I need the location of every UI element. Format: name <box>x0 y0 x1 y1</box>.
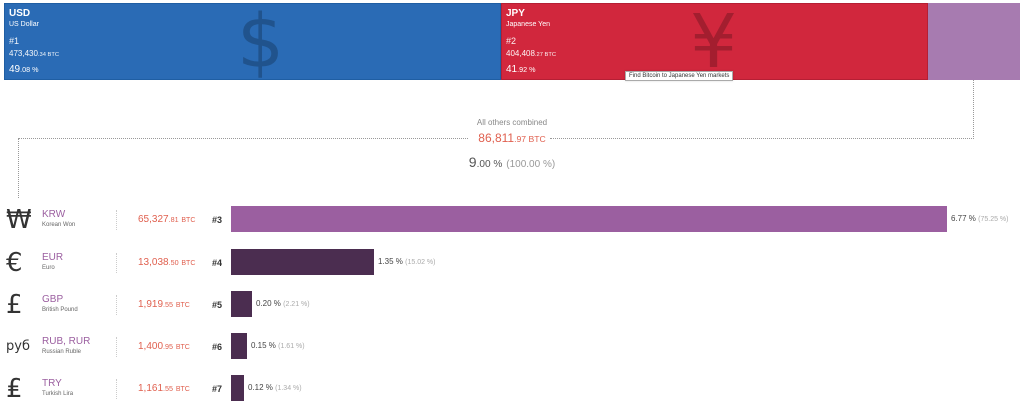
market-tooltip: Find Bitcoin to Japanese Yen markets <box>625 71 734 81</box>
currency-code[interactable]: KRW <box>42 209 66 220</box>
rank-label: #4 <box>212 258 223 268</box>
currency-name: Euro <box>42 265 55 271</box>
connector-line <box>550 138 974 139</box>
jpy-code: JPY <box>506 8 525 19</box>
usd-name: US Dollar <box>9 21 39 28</box>
percent-label: 0.15 % (1.61 %) <box>251 341 305 350</box>
currency-row-gbp[interactable]: £ GBP British Pound 1,919.55 BTC #5 0.20 % (2… <box>0 291 1024 321</box>
currency-row-try[interactable]: ₤ TRY Turkish Lira 1,161.55 BTC #7 0.12 % (1.… <box>0 375 1024 405</box>
jpy-name: Japanese Yen <box>506 21 550 28</box>
jpy-block[interactable]: ¥ JPY Japanese Yen #2 404,408.27 BTC 41.… <box>501 3 928 80</box>
row-divider <box>116 379 117 399</box>
percent-label: 0.20 % (2.21 %) <box>256 299 310 308</box>
pound-icon: £ <box>6 290 23 320</box>
rank-label: #7 <box>212 384 223 394</box>
row-divider <box>116 337 117 357</box>
row-divider <box>116 253 117 273</box>
row-divider <box>116 295 117 315</box>
others-block[interactable] <box>928 3 1020 80</box>
row-divider <box>116 210 117 230</box>
usd-amount: 473,430.34 BTC <box>9 49 60 58</box>
usd-code: USD <box>9 8 31 19</box>
jpy-amount: 404,408.27 BTC <box>506 49 557 58</box>
btc-amount: 13,038.50 BTC <box>138 257 196 268</box>
bar[interactable] <box>231 249 374 275</box>
yen-icon: ¥ <box>690 3 738 80</box>
percent-label: 0.12 % (1.34 %) <box>248 383 302 392</box>
currency-row-eur[interactable]: € EUR Euro 13,038.50 BTC #4 1.35 % (15.02 %) <box>0 249 1024 279</box>
usd-rank: #1 <box>9 36 20 46</box>
btc-amount: 1,161.55 BTC <box>138 383 190 394</box>
bar[interactable] <box>231 291 252 317</box>
currency-name: Russian Ruble <box>42 349 82 355</box>
euro-icon: € <box>6 248 23 278</box>
jpy-rank: #2 <box>506 36 517 46</box>
connector-line <box>973 80 974 139</box>
btc-amount: 65,327.81 BTC <box>138 214 196 225</box>
jpy-percent: 41.92 % <box>506 64 536 75</box>
usd-percent: 49.08 % <box>9 64 39 75</box>
btc-amount: 1,919.55 BTC <box>138 299 190 310</box>
percent-label: 1.35 % (15.02 %) <box>378 257 436 266</box>
connector-line <box>18 138 468 139</box>
currency-code[interactable]: TRY <box>42 378 62 389</box>
others-percent: 9.00 % (100.00 %) <box>468 154 556 170</box>
currency-code[interactable]: GBP <box>42 294 64 305</box>
usd-block[interactable]: $ USD US Dollar #1 473,430.34 BTC 49.08 … <box>4 3 501 80</box>
rank-label: #6 <box>212 342 223 352</box>
btc-amount: 1,400.95 BTC <box>138 341 190 352</box>
currency-row-krw[interactable]: ₩ KRW Korean Won 65,327.81 BTC #3 6.77 % (75.… <box>0 206 1024 236</box>
currency-code[interactable]: RUB, RUR <box>42 336 91 347</box>
connector-line <box>18 138 19 198</box>
others-amount: 86,811.97 BTC <box>478 131 546 145</box>
percent-label: 6.77 % (75.25 %) <box>951 214 1009 223</box>
currency-code[interactable]: EUR <box>42 252 64 263</box>
currency-row-rub-rur[interactable]: руб RUB, RUR Russian Ruble 1,400.95 BTC #6 0.… <box>0 333 1024 363</box>
currency-name: Korean Won <box>42 222 76 228</box>
lira-icon: ₤ <box>6 374 23 404</box>
bar[interactable] <box>231 206 947 232</box>
others-title: All others combined <box>476 118 548 127</box>
currency-name: Turkish Lira <box>42 391 74 397</box>
ruble-icon: руб <box>6 339 30 354</box>
rank-label: #3 <box>212 215 223 225</box>
rank-label: #5 <box>212 300 223 310</box>
won-icon: ₩ <box>6 205 32 235</box>
bar[interactable] <box>231 333 247 359</box>
dollar-icon: $ <box>237 3 285 80</box>
bar[interactable] <box>231 375 244 401</box>
currency-name: British Pound <box>42 307 78 313</box>
